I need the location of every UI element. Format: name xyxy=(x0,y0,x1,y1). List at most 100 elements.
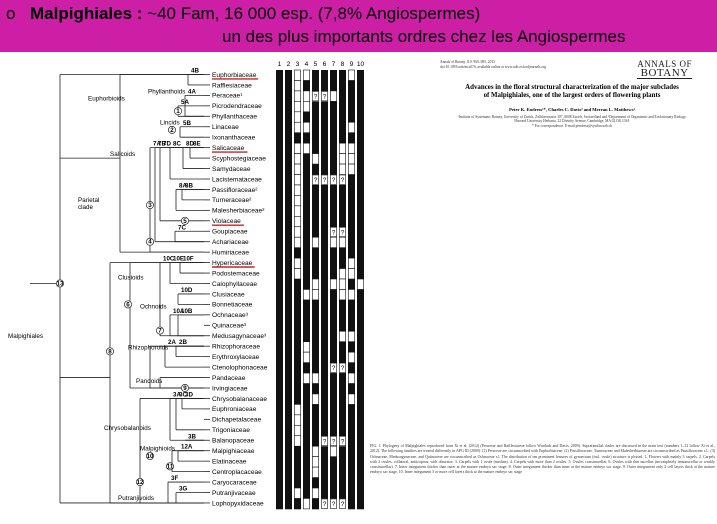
clade-label: Putranjivoids xyxy=(118,495,154,502)
matrix-cell-present xyxy=(348,226,355,238)
title-banner: o Malpighiales : ~40 Fam, 16 000 esp. (7… xyxy=(0,0,717,52)
matrix-cell-present xyxy=(330,477,337,489)
matrix-cell-present xyxy=(285,143,292,154)
taxon-label: Calophyllaceae xyxy=(212,281,257,288)
matrix-cell-absent xyxy=(294,404,301,416)
matrix-cell-present xyxy=(339,132,346,144)
matrix-cell-present xyxy=(357,195,364,207)
node-label: 3B xyxy=(188,433,196,440)
matrix-cell-absent xyxy=(294,121,301,133)
matrix-cell-unknown xyxy=(321,435,328,446)
matrix-cell-absent xyxy=(348,372,355,384)
node-label: 10B xyxy=(181,308,193,315)
bullet-marker: o xyxy=(6,4,16,23)
matrix-cell-present xyxy=(321,132,328,144)
matrix-cell-present xyxy=(357,352,364,363)
matrix-cell-present xyxy=(276,404,283,416)
matrix-cell-present xyxy=(276,289,283,301)
matrix-cell-present xyxy=(294,393,301,405)
matrix-cell-unknown xyxy=(321,498,328,509)
matrix-cell-absent xyxy=(294,184,301,196)
matrix-cell-absent xyxy=(339,268,346,280)
clade-label: Salicoids xyxy=(110,151,135,158)
matrix-cell-present xyxy=(285,310,292,322)
matrix-cell-present xyxy=(330,404,337,416)
matrix-cell-unknown-mark: ? xyxy=(323,177,327,184)
matrix-cell-present xyxy=(330,299,337,311)
matrix-cell-absent xyxy=(339,289,346,301)
matrix-cell-present xyxy=(294,477,301,489)
matrix-cell-present xyxy=(312,477,319,489)
matrix-cell-absent xyxy=(294,142,301,154)
clade-number: 9 xyxy=(183,385,187,392)
matrix-cell-present xyxy=(303,362,310,374)
node-label: 10E xyxy=(173,256,184,263)
clade-number-circle xyxy=(168,125,176,134)
clade-number: 10 xyxy=(147,453,154,460)
matrix-cell-present xyxy=(312,268,319,280)
matrix-cell-present xyxy=(330,373,337,384)
matrix-cell-present xyxy=(276,341,283,353)
matrix-cell-absent xyxy=(294,268,301,280)
matrix-cell-present xyxy=(330,393,337,405)
matrix-cell-present xyxy=(285,320,292,332)
matrix-cell-present xyxy=(285,247,292,259)
matrix-cell-unknown-mark: ? xyxy=(341,438,345,445)
matrix-cell-absent xyxy=(303,498,310,510)
matrix-cell-present xyxy=(348,184,355,196)
matrix-cell-present xyxy=(294,467,301,478)
banner-line-1: Malpighiales : ~40 Fam, 16 000 esp. (7,8… xyxy=(30,4,480,24)
matrix-cell-unknown-mark: ? xyxy=(332,177,336,184)
taxon-label: Ixonanthaceae xyxy=(212,135,256,142)
matrix-cell-absent xyxy=(312,289,319,301)
taxon-label: Erythroxylaceae xyxy=(212,354,260,361)
taxon-label: Clusiaceae xyxy=(212,291,245,298)
matrix-cell-present xyxy=(357,258,364,269)
node-label: 7B xyxy=(158,141,166,148)
clade-number-circle xyxy=(146,237,154,246)
matrix-cell-present xyxy=(285,174,292,186)
matrix-cell-present xyxy=(348,488,355,499)
matrix-cell-present xyxy=(285,216,292,228)
taxon-label: Ctenolophonaceae xyxy=(212,364,268,371)
matrix-cell-present xyxy=(303,425,310,437)
matrix-cell-present xyxy=(357,237,364,249)
matrix-cell-present xyxy=(285,101,292,113)
matrix-cell-present xyxy=(321,205,328,217)
matrix-cell-absent xyxy=(348,69,355,81)
node-label: 4A xyxy=(188,88,196,95)
matrix-cell-present xyxy=(339,446,346,458)
matrix-cell-present xyxy=(330,143,337,154)
matrix-cell-present xyxy=(330,205,337,217)
matrix-cell-present xyxy=(339,90,346,102)
matrix-cell-present xyxy=(330,122,337,134)
matrix-cell-present xyxy=(276,216,283,228)
matrix-cell-absent xyxy=(294,80,301,92)
matrix-cell-present xyxy=(303,184,310,196)
matrix-cell-absent xyxy=(312,153,319,165)
matrix-cell-present xyxy=(294,289,301,301)
matrix-cell-present xyxy=(339,341,346,353)
matrix-cell-present xyxy=(276,352,283,363)
matrix-cell-present xyxy=(339,310,346,322)
matrix-cell-present xyxy=(312,352,319,363)
matrix-cell-present xyxy=(294,279,301,290)
matrix-cell-present xyxy=(303,477,310,489)
matrix-cell-absent xyxy=(348,330,355,342)
matrix-cell-present xyxy=(294,299,301,311)
taxon-label: Phyllanthaceae xyxy=(212,114,257,121)
matrix-cell-present xyxy=(321,216,328,228)
matrix-cell-present xyxy=(348,414,355,426)
matrix-cell-absent xyxy=(294,90,301,102)
logo-line-1: ANNALS OF xyxy=(637,59,692,69)
matrix-cell-present xyxy=(276,435,283,447)
matrix-cell-absent xyxy=(294,163,301,175)
matrix-cell-present xyxy=(357,289,364,301)
matrix-cell-present xyxy=(303,258,310,269)
matrix-cell-present xyxy=(285,299,292,311)
matrix-cell-present xyxy=(348,310,355,322)
matrix-cell-present xyxy=(294,446,301,458)
matrix-cell-present xyxy=(330,268,337,280)
matrix-cell-present xyxy=(285,435,292,447)
matrix-cell-unknown xyxy=(339,362,346,373)
